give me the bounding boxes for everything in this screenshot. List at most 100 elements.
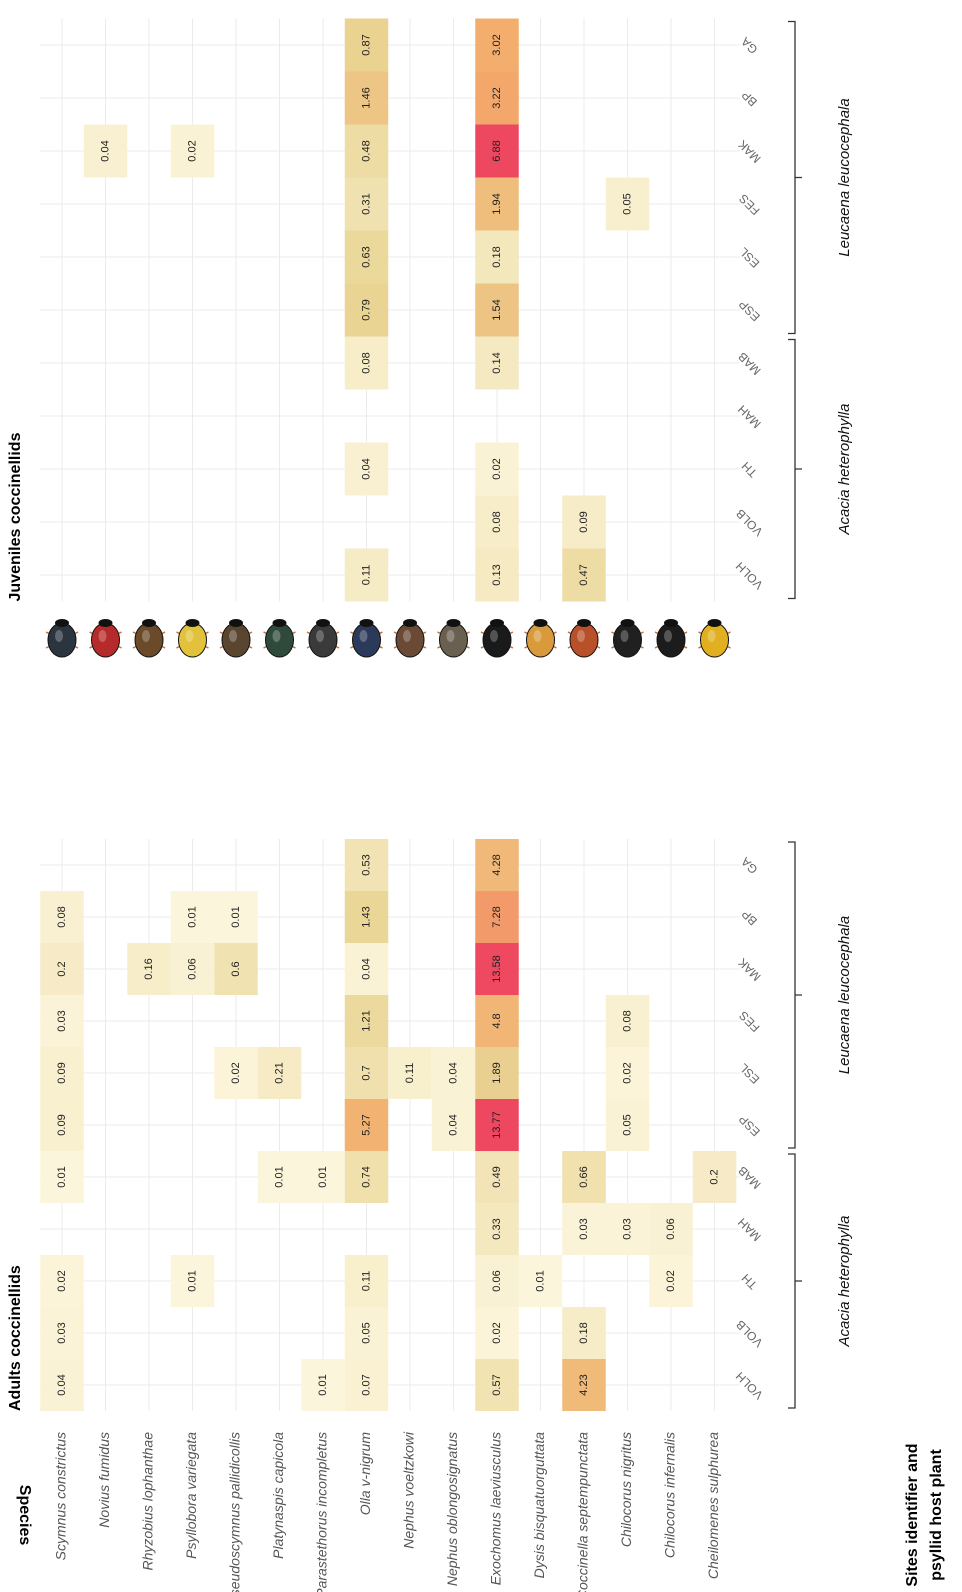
host-plant-label: Acacia heterophylla (836, 404, 853, 536)
cell-label: 0.05 (360, 1322, 372, 1343)
panel-title: Juveniles coccinellids (7, 432, 24, 601)
bracket (788, 842, 802, 1148)
beetle-shine (55, 630, 63, 642)
beetle-shine (403, 630, 411, 642)
beetle-head (316, 619, 330, 627)
site-label: BP (739, 907, 760, 928)
site-label: MAH (735, 402, 764, 431)
cell-label: 0.87 (360, 34, 372, 55)
beetle-head (621, 619, 635, 627)
cell-label: 0.03 (56, 1322, 68, 1343)
site-label: VOLH (733, 559, 766, 592)
cell-label: 0.04 (447, 1062, 459, 1083)
cell-label: 0.57 (491, 1374, 503, 1395)
beetle-shine (360, 630, 368, 642)
host-plant-label: Leucaena leucocephala (836, 916, 853, 1074)
beetle-body (309, 623, 337, 657)
species-label: Scymnus constrictus (53, 1432, 69, 1560)
species-label: Coccinella septempunctata (575, 1432, 591, 1592)
beetle-body (440, 623, 468, 657)
cell-label: 0.04 (99, 140, 111, 161)
species-label: Novius fumidus (96, 1432, 112, 1528)
cell-label: 0.33 (491, 1218, 503, 1239)
site-label: TH (739, 459, 760, 480)
cell-label: 0.7 (360, 1065, 372, 1080)
cell-label: 3.02 (491, 34, 503, 55)
cell-label: 0.07 (360, 1374, 372, 1395)
site-label: MAK (735, 137, 763, 165)
beetle-body (570, 623, 598, 657)
site-label: BP (739, 88, 760, 109)
cell-label: 0.02 (186, 140, 198, 161)
site-label: FES (736, 1008, 762, 1034)
cell-label: 0.6 (230, 961, 242, 976)
beetle-body (701, 623, 729, 657)
cell-label: 0.01 (56, 1166, 68, 1187)
cell-label: 0.04 (360, 958, 372, 979)
beetle-head (447, 619, 461, 627)
cell-label: 0.11 (360, 565, 372, 586)
cell-label: 13.77 (491, 1111, 503, 1139)
species-label: Cheilomenes sulphurea (705, 1432, 721, 1579)
cell-label: 0.05 (621, 1114, 633, 1135)
cell-label: 0.16 (143, 958, 155, 979)
beetle-body (527, 623, 555, 657)
cell-label: 0.18 (578, 1322, 590, 1343)
cell-label: 1.89 (491, 1062, 503, 1083)
cell-label: 1.43 (360, 906, 372, 927)
beetle-shine (447, 630, 455, 642)
cell-label: 0.2 (708, 1169, 720, 1184)
site-label: MAK (735, 955, 763, 983)
species-label: Olla v-nigrum (357, 1432, 373, 1516)
cell-label: 0.79 (360, 299, 372, 320)
cell-label: 0.09 (56, 1114, 68, 1135)
cell-label: 0.04 (56, 1374, 68, 1395)
cell-label: 0.01 (273, 1166, 285, 1187)
cell-label: 0.03 (56, 1010, 68, 1031)
cell-label: 0.01 (317, 1166, 329, 1187)
cell-label: 1.46 (360, 87, 372, 108)
cell-label: 0.06 (186, 958, 198, 979)
site-label: ESL (736, 1060, 762, 1086)
beetle-head (142, 619, 156, 627)
species-label: Nephus voeltzkowi (401, 1431, 417, 1549)
beetle-icons (46, 619, 731, 657)
cell-label: 0.03 (621, 1218, 633, 1239)
site-label: VOLH (733, 1369, 766, 1402)
y-axis-title: Species (16, 1485, 33, 1546)
beetle-head (490, 619, 504, 627)
site-label: TH (739, 1271, 760, 1292)
beetle-head (273, 619, 287, 627)
cell-label: 1.21 (360, 1010, 372, 1031)
site-label: GA (738, 855, 760, 877)
beetle-head (186, 619, 200, 627)
cell-label: 0.63 (360, 246, 372, 267)
cell-label: 0.04 (360, 458, 372, 479)
beetle-shine (142, 630, 150, 642)
cell-label: 0.31 (360, 193, 372, 214)
cell-label: 0.2 (56, 961, 68, 976)
beetle-body (222, 623, 250, 657)
beetle-shine (99, 630, 107, 642)
bracket (788, 22, 802, 334)
cell-label: 0.53 (360, 854, 372, 875)
species-label: Chilocorus infernalis (662, 1432, 678, 1558)
cell-label: 0.04 (447, 1114, 459, 1135)
cell-label: 0.01 (317, 1374, 329, 1395)
site-label: ESL (736, 244, 762, 270)
beetle-head (577, 619, 591, 627)
cell-label: 0.11 (360, 1271, 372, 1292)
beetle-body (92, 623, 120, 657)
cell-label: 13.58 (491, 955, 503, 983)
cell-label: 0.11 (404, 1063, 416, 1084)
species-label: Dysis bisquatuorguttata (531, 1432, 547, 1579)
beetle-shine (664, 630, 672, 642)
site-label: GA (738, 35, 760, 57)
cell-label: 0.02 (230, 1062, 242, 1083)
species-label: Pseudoscymnus pallidicollis (227, 1432, 243, 1592)
cell-label: 0.08 (56, 906, 68, 927)
host-plant-label: Acacia heterophylla (836, 1216, 853, 1348)
cell-label: 0.02 (491, 458, 503, 479)
cell-label: 0.05 (621, 193, 633, 214)
beetle-shine (621, 630, 629, 642)
